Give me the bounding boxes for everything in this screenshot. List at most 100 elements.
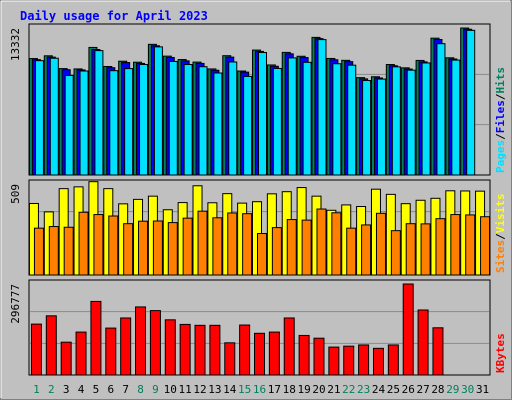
x-tick-label-19: 19 xyxy=(297,383,310,396)
x-tick-label-6: 6 xyxy=(107,383,114,396)
bar-visits-sites-12 xyxy=(197,210,208,276)
bar-visits-sites-22 xyxy=(346,227,357,276)
bar-hits-pages-27 xyxy=(421,62,431,176)
bar-kbytes-kbytes-6 xyxy=(105,327,117,376)
bar-kbytes-kbytes-24 xyxy=(372,347,384,376)
x-tick-label-31: 31 xyxy=(476,383,489,396)
bar-visits-sites-5 xyxy=(93,214,104,276)
x-tick-label-21: 21 xyxy=(327,383,340,396)
legend-visits: Sites/Visits xyxy=(494,194,507,274)
bar-visits-sites-9 xyxy=(152,220,163,276)
bar-hits-pages-2 xyxy=(49,57,59,176)
bar-hits-pages-14 xyxy=(228,61,238,176)
x-tick-label-1: 1 xyxy=(33,383,40,396)
x-tick-label-18: 18 xyxy=(283,383,296,396)
x-tick-label-16: 16 xyxy=(253,383,266,396)
panel-visits-max-label: 509 xyxy=(9,184,22,204)
bar-kbytes-kbytes-19 xyxy=(298,334,310,376)
x-tick-label-8: 8 xyxy=(137,383,144,396)
bar-kbytes-kbytes-1 xyxy=(30,323,42,376)
bar-hits-pages-22 xyxy=(347,64,357,176)
x-tick-label-24: 24 xyxy=(372,383,386,396)
bar-kbytes-kbytes-17 xyxy=(268,331,280,376)
x-tick-label-10: 10 xyxy=(164,383,177,396)
bar-visits-sites-15 xyxy=(242,213,253,276)
x-tick-label-20: 20 xyxy=(312,383,325,396)
bar-hits-pages-29 xyxy=(451,59,461,176)
legend-visits-part: Visits xyxy=(494,194,507,234)
bar-kbytes-kbytes-26 xyxy=(402,283,414,376)
bar-visits-sites-3 xyxy=(63,226,74,276)
legend-kbytes-part: KBytes xyxy=(494,333,507,373)
bar-hits-pages-12 xyxy=(198,66,208,176)
bar-visits-sites-29 xyxy=(450,214,461,276)
x-tick-label-4: 4 xyxy=(78,383,85,396)
bar-kbytes-kbytes-27 xyxy=(417,309,429,376)
panel-kbytes-max-label: 296777 xyxy=(9,284,22,324)
x-tick-label-27: 27 xyxy=(416,383,429,396)
bar-kbytes-kbytes-14 xyxy=(224,342,236,376)
bar-visits-sites-21 xyxy=(331,212,342,276)
bar-kbytes-kbytes-20 xyxy=(313,337,325,376)
x-tick-label-2: 2 xyxy=(48,383,55,396)
x-tick-label-3: 3 xyxy=(63,383,70,396)
x-tick-label-12: 12 xyxy=(193,383,206,396)
bar-visits-sites-2 xyxy=(48,226,59,276)
bar-visits-sites-13 xyxy=(212,217,223,276)
legend-hits-part: Hits xyxy=(494,67,507,94)
x-tick-label-14: 14 xyxy=(223,383,237,396)
legend-hits-part: Pages xyxy=(494,140,507,173)
x-tick-label-23: 23 xyxy=(357,383,370,396)
bar-hits-pages-7 xyxy=(124,68,134,176)
bar-visits-sites-8 xyxy=(138,220,149,276)
x-tick-label-13: 13 xyxy=(208,383,221,396)
bar-hits-pages-23 xyxy=(362,80,372,176)
legend-hits-part: Files xyxy=(494,100,507,133)
bar-hits-pages-19 xyxy=(302,61,312,176)
x-tick-label-15: 15 xyxy=(238,383,251,396)
bar-visits-sites-30 xyxy=(465,214,476,276)
bar-kbytes-kbytes-25 xyxy=(387,344,399,376)
bar-hits-pages-5 xyxy=(94,50,104,176)
bar-kbytes-kbytes-22 xyxy=(343,345,355,376)
x-tick-label-30: 30 xyxy=(461,383,474,396)
bar-hits-pages-17 xyxy=(272,67,282,176)
bar-hits-pages-16 xyxy=(258,52,267,176)
bar-kbytes-kbytes-7 xyxy=(120,317,132,376)
bar-visits-sites-26 xyxy=(405,223,416,276)
bar-visits-sites-7 xyxy=(123,223,134,276)
bar-hits-pages-9 xyxy=(153,46,163,176)
x-tick-label-11: 11 xyxy=(179,383,192,396)
legend-hits: Pages/Files/Hits xyxy=(494,67,507,173)
bar-kbytes-kbytes-9 xyxy=(149,310,161,376)
bar-visits-sites-19 xyxy=(301,219,312,276)
bar-visits-sites-11 xyxy=(182,217,193,276)
x-tick-label-17: 17 xyxy=(268,383,281,396)
bar-visits-sites-6 xyxy=(108,215,119,276)
bar-kbytes-kbytes-11 xyxy=(179,323,191,376)
x-tick-label-29: 29 xyxy=(446,383,459,396)
x-tick-label-26: 26 xyxy=(402,383,415,396)
legend-kbytes: KBytes xyxy=(494,333,507,373)
bar-hits-pages-30 xyxy=(466,29,476,176)
legend-visits-part: / xyxy=(494,233,507,240)
bar-hits-pages-25 xyxy=(391,66,401,176)
bar-kbytes-kbytes-16 xyxy=(254,332,265,376)
bar-visits-sites-25 xyxy=(390,230,401,276)
legend-hits-part: / xyxy=(494,93,507,100)
bar-visits-sites-4 xyxy=(78,211,89,276)
bar-visits-sites-28 xyxy=(435,218,446,276)
bar-hits-pages-15 xyxy=(243,75,253,176)
bar-visits-sites-24 xyxy=(375,212,386,276)
bar-kbytes-kbytes-3 xyxy=(60,341,72,376)
bar-kbytes-kbytes-23 xyxy=(358,344,370,376)
x-tick-label-5: 5 xyxy=(93,383,100,396)
bar-kbytes-kbytes-12 xyxy=(194,324,206,376)
bar-visits-sites-1 xyxy=(33,227,44,276)
bar-kbytes-kbytes-2 xyxy=(45,315,57,376)
bar-visits-sites-18 xyxy=(286,219,297,276)
x-tick-label-7: 7 xyxy=(122,383,129,396)
bar-kbytes-kbytes-28 xyxy=(432,327,444,376)
bar-kbytes-kbytes-4 xyxy=(75,331,87,376)
